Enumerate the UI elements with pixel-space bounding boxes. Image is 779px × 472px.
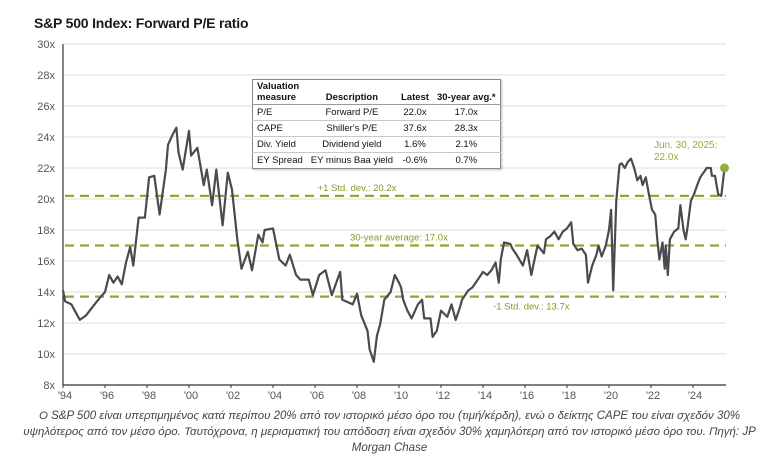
cell-description: Shiller's P/E <box>306 120 397 137</box>
y-tick-label: 22x <box>37 163 55 175</box>
axes: 8x 10x 12x 14x 16x 18x 20x 22x 24x 26x 28x 30x '94 '9… <box>37 39 726 402</box>
table-row: CAPE Shiller's P/E 37.6x 28.3x <box>252 120 501 137</box>
x-tick-label: '20 <box>604 390 618 402</box>
y-tick-label: 10x <box>37 349 55 361</box>
cell-latest: 22.0x <box>396 104 433 121</box>
chart-title: S&P 500 Index: Forward P/E ratio <box>34 15 249 31</box>
table-row: P/E Forward P/E 22.0x 17.0x <box>252 104 501 121</box>
figure-caption: Ο S&P 500 είναι υπερτιμημένος κατά περίπ… <box>23 410 756 454</box>
x-tick-label: '16 <box>520 390 534 402</box>
x-tick-label: '10 <box>394 390 408 402</box>
reference-lines: +1 Std. dev.: 20.2x 30-year average: 17.0… <box>65 183 726 313</box>
x-tick-label: '94 <box>58 390 72 402</box>
cell-description: EY minus Baa yield <box>306 152 397 169</box>
cell-avg: 17.0x <box>432 104 501 121</box>
cell-measure: EY Spread <box>252 152 307 169</box>
header-line1: Valuation <box>257 81 300 92</box>
table-header-row: Valuation measure Description Latest 30-… <box>252 79 501 105</box>
x-tick-label: '12 <box>436 390 450 402</box>
x-tick-label: '24 <box>688 390 702 402</box>
header-description: Description <box>306 79 397 105</box>
x-tick-label: '02 <box>226 390 240 402</box>
annotation-value: 22.0x <box>654 152 678 163</box>
cell-measure: Div. Yield <box>252 136 307 153</box>
cell-latest: -0.6% <box>396 152 433 169</box>
reference-label: 30-year average: 17.0x <box>350 233 448 244</box>
table-row: EY Spread EY minus Baa yield -0.6% 0.7% <box>252 152 501 169</box>
x-tick-label: '98 <box>142 390 156 402</box>
y-tick-label: 30x <box>37 39 55 51</box>
x-tick-label: '14 <box>478 390 492 402</box>
y-tick-label: 16x <box>37 256 55 268</box>
x-tick-label: '04 <box>268 390 282 402</box>
series-line-forward-pe <box>61 126 726 363</box>
x-tick-label: '18 <box>562 390 576 402</box>
cell-avg: 2.1% <box>432 136 501 153</box>
reference-label: -1 Std. dev.: 13.7x <box>493 302 570 313</box>
cell-latest: 37.6x <box>396 120 433 137</box>
y-tick-label: 12x <box>37 318 55 330</box>
valuation-table: Valuation measure Description Latest 30-… <box>252 79 501 169</box>
y-tick-label: 26x <box>37 101 55 113</box>
cell-description: Dividend yield <box>306 136 397 153</box>
cell-avg: 28.3x <box>432 120 501 137</box>
annotation-layer: Jun. 30, 2025:22.0x <box>654 140 729 173</box>
y-tick-label: 18x <box>37 225 55 237</box>
annotation-date: Jun. 30, 2025: <box>654 140 717 151</box>
series-layer <box>61 126 726 363</box>
header-line2: measure <box>257 92 297 103</box>
x-tick-label: '96 <box>100 390 114 402</box>
reference-label: +1 Std. dev.: 20.2x <box>318 183 397 194</box>
header-latest: Latest <box>396 79 433 105</box>
chart-plot: +1 Std. dev.: 20.2x 30-year average: 17.0… <box>37 39 729 402</box>
x-tick-label: '08 <box>352 390 366 402</box>
cell-measure: P/E <box>252 104 307 121</box>
y-tick-label: 20x <box>37 194 55 206</box>
header-30yr-avg: 30-year avg.* <box>432 79 501 105</box>
table-row: Div. Yield Dividend yield 1.6% 2.1% <box>252 136 501 153</box>
x-tick-label: '00 <box>184 390 198 402</box>
x-tick-label: '06 <box>310 390 324 402</box>
cell-latest: 1.6% <box>396 136 433 153</box>
x-tick-label: '22 <box>646 390 660 402</box>
header-valuation-measure: Valuation measure <box>252 79 307 105</box>
cell-avg: 0.7% <box>432 152 501 169</box>
y-tick-label: 24x <box>37 132 55 144</box>
cell-measure: CAPE <box>252 120 307 137</box>
y-tick-label: 14x <box>37 287 55 299</box>
y-tick-label: 8x <box>43 380 55 392</box>
cell-description: Forward P/E <box>306 104 397 121</box>
latest-point-marker <box>720 163 729 173</box>
y-tick-label: 28x <box>37 70 55 82</box>
